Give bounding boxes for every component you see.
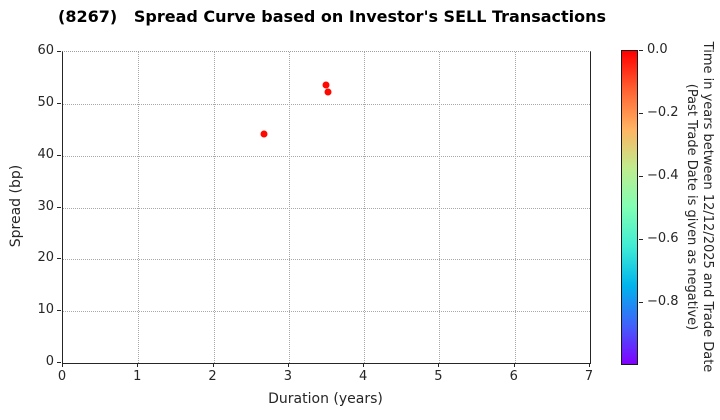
y-tick-label: 50 — [37, 94, 54, 110]
x-tick-label: 7 — [584, 369, 594, 384]
x-tick-label: 4 — [359, 369, 368, 384]
x-tick-mark — [287, 363, 289, 367]
y-gridline — [63, 103, 590, 105]
colorbar-tick-mark — [639, 302, 643, 303]
y-tick-label: 40 — [37, 146, 54, 162]
x-tick-mark — [137, 363, 139, 367]
y-tick-mark — [57, 310, 61, 312]
y-tick-label: 60 — [37, 43, 54, 58]
x-tick-mark — [438, 363, 440, 367]
x-tick-mark — [589, 363, 590, 367]
colorbar — [621, 50, 638, 365]
colorbar-tick-label: −0.8 — [647, 294, 679, 309]
x-tick-label: 1 — [133, 369, 142, 384]
y-tick-label: 20 — [37, 250, 54, 266]
y-gridline — [63, 155, 590, 157]
y-tick-label: 10 — [37, 302, 54, 318]
y-tick-mark — [57, 154, 61, 156]
y-tick-mark — [57, 206, 61, 208]
y-tick-label: 30 — [37, 198, 54, 214]
y-tick-mark — [57, 258, 61, 260]
x-tick-mark — [62, 363, 63, 367]
data-point — [260, 130, 268, 138]
x-tick-label: 2 — [208, 369, 217, 384]
colorbar-tick-mark — [639, 113, 643, 114]
data-point — [324, 88, 332, 96]
data-point — [322, 81, 330, 89]
y-gridline — [63, 259, 590, 261]
x-tick-label: 3 — [283, 369, 292, 384]
x-tick-mark — [363, 363, 365, 367]
y-gridline — [63, 207, 590, 209]
colorbar-tick-label: 0.0 — [647, 42, 668, 57]
x-tick-mark — [513, 363, 515, 367]
plot-area — [62, 51, 591, 364]
colorbar-tick-mark — [639, 239, 643, 240]
x-tick-label: 0 — [57, 369, 67, 384]
y-tick-label: 0 — [45, 354, 54, 369]
x-tick-label: 6 — [509, 369, 518, 384]
chart-title: (8267) Spread Curve based on Investor's … — [58, 7, 607, 26]
x-axis-label: Duration (years) — [268, 391, 383, 407]
y-tick-mark — [57, 102, 61, 104]
y-tick-mark — [57, 51, 61, 52]
colorbar-tick-label: −0.4 — [647, 168, 679, 183]
x-tick-mark — [212, 363, 214, 367]
x-tick-label: 5 — [434, 369, 443, 384]
colorbar-tick-label: −0.2 — [647, 105, 679, 120]
y-tick-mark — [57, 362, 61, 363]
colorbar-tick-label: −0.6 — [647, 231, 679, 246]
colorbar-tick-mark — [639, 176, 643, 177]
colorbar-tick-mark — [639, 50, 643, 51]
y-gridline — [63, 311, 590, 313]
colorbar-label-line2: (Past Trade Date is given as negative) — [684, 83, 699, 331]
colorbar-label: Time in years between 12/12/2025 and Tra… — [683, 27, 715, 387]
colorbar-label-line1: Time in years between 12/12/2025 and Tra… — [700, 41, 715, 373]
